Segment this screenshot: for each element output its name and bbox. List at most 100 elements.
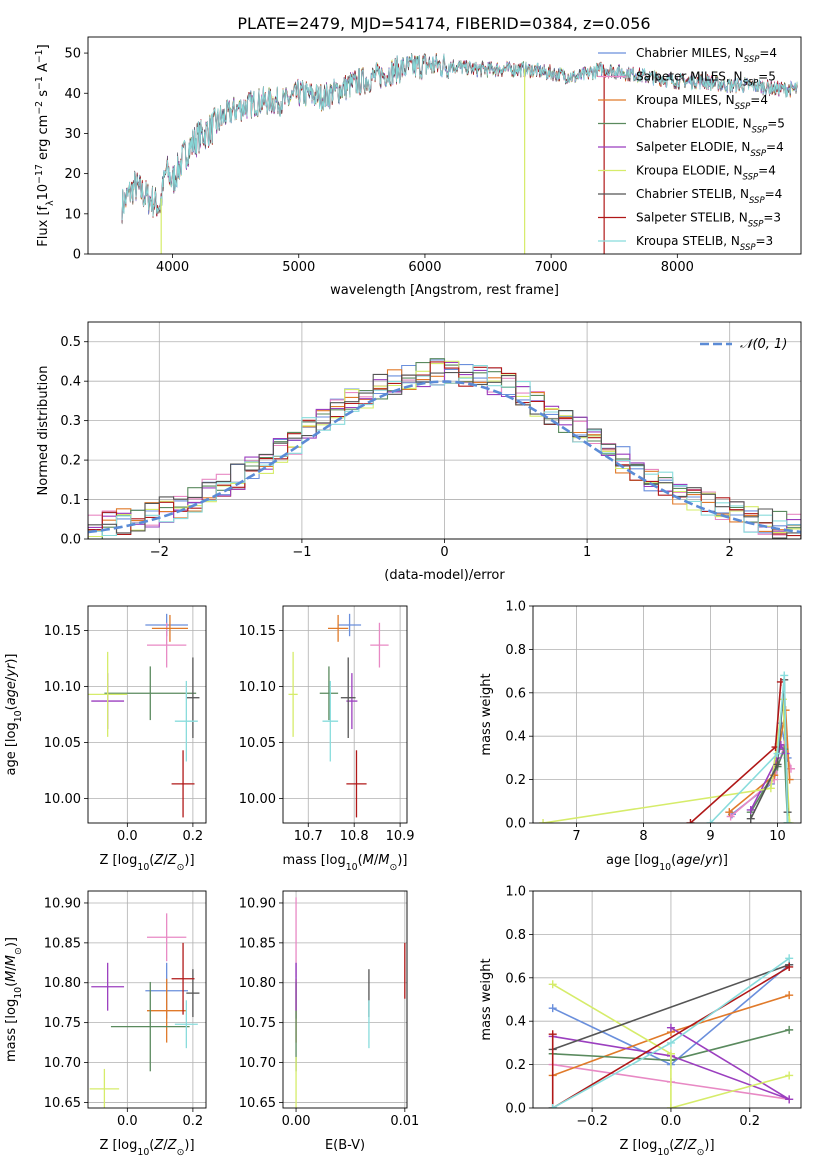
x-tick-label: 0.0 (117, 829, 138, 844)
y-tick-label: 10.15 (239, 624, 276, 639)
x-tick-label: 10.7 (294, 829, 323, 844)
spectrum-line-kroupa_stelib (121, 53, 798, 221)
y-tick-label: 0.6 (505, 971, 526, 986)
point-salpeter_miles (370, 622, 389, 668)
weight-marker-kroupa_stelib (548, 1104, 557, 1108)
weight-marker-salpeter_elodie (746, 805, 755, 814)
y-tick-label: 0.4 (505, 1015, 526, 1030)
y-tick-label: 10 (64, 207, 81, 222)
weight-marker-kroupa_miles (725, 808, 734, 817)
x-axis-label: (data-model)/error (384, 568, 505, 583)
point-salpeter_miles (147, 622, 187, 668)
gaussian-legend-label: 𝒩(0, 1) (740, 337, 787, 352)
panel-mass-vs-ebv: 0.00 0.01 10.65 10.70 10.75 10.80 10.85 10.90 E(… (239, 890, 419, 1153)
x-tick-label: −1 (292, 545, 311, 560)
panel-mass-vs-z: 0.0 0.2 10.65 10.70 10.75 10.80 10.85 10.90 Z [l… (4, 890, 207, 1158)
weight-marker-salpeter_miles (726, 812, 735, 821)
x-tick-label: 8000 (661, 260, 694, 275)
legend-label-kroupa_miles: Kroupa MILES, NSSP=4 (636, 93, 768, 112)
axes-frame (532, 605, 802, 824)
plot-area-weight-vs-age (539, 671, 795, 823)
y-tick-label: 0.3 (60, 414, 81, 429)
y-tick-label: 10.75 (44, 1016, 81, 1031)
y-tick-label: 10.05 (44, 736, 81, 751)
weight-marker-salpeter_elodie (785, 1095, 794, 1104)
y-tick-label: 10.10 (239, 680, 276, 695)
x-axis-label: mass [log10(M/M⊙)] (282, 853, 407, 873)
y-tick-label: 30 (64, 127, 81, 142)
y-tick-label: 10.80 (239, 976, 276, 991)
weight-marker-kroupa_stelib (783, 819, 792, 823)
weight-marker-kroupa_stelib (666, 1038, 675, 1047)
y-tick-label: 10.90 (239, 896, 276, 911)
gaussian-curve (88, 380, 801, 534)
weight-marker-chabrier_miles (548, 1004, 557, 1013)
x-tick-label: 4000 (156, 260, 189, 275)
y-tick-label: 50 (64, 47, 81, 62)
legend-label-salpeter_stelib: Salpeter STELIB, NSSP=3 (636, 211, 781, 230)
x-tick-label: 0.0 (117, 1114, 138, 1129)
weight-line-kroupa_stelib (709, 675, 789, 823)
x-axis-label: Z [log10(Z/Z⊙)] (99, 853, 194, 873)
y-tick-label: 1.0 (505, 600, 526, 615)
y-tick-label: 10.00 (239, 792, 276, 807)
legend-label-kroupa_elodie: Kroupa ELODIE, NSSP=4 (636, 164, 776, 183)
panel-weight-vs-age: 7 8 9 10 0.0 0.2 0.4 0.6 0.8 1.0 age [log10(age/yr… (479, 600, 802, 873)
y-tick-label: 0.2 (505, 773, 526, 788)
figure-title: PLATE=2479, MJD=54174, FIBERID=0384, z=0… (237, 14, 650, 33)
weight-marker-kroupa_elodie (666, 1104, 675, 1108)
point-kroupa_stelib (174, 1000, 198, 1049)
y-tick-label: 10.05 (239, 736, 276, 751)
legend-label-chabrier_miles: Chabrier MILES, NSSP=4 (636, 46, 777, 65)
y-tick-label: 0.0 (505, 817, 526, 832)
panel-residuals: −2 −1 0 1 2 0.0 0.1 0.2 0.3 0.4 0.5 𝒩(0, 1) (data-mo… (36, 321, 802, 583)
y-tick-label: 10.85 (239, 936, 276, 951)
plot-area-age-vs-mass (288, 613, 389, 818)
y-tick-label: 0.4 (60, 375, 81, 390)
point-kroupa_elodie (88, 651, 128, 737)
y-axis-label: mass weight (479, 958, 494, 1040)
legend-label-kroupa_stelib: Kroupa STELIB, NSSP=3 (636, 234, 773, 253)
legend: Chabrier MILES, NSSP=4 Salpeter MILES, NS… (598, 46, 785, 253)
x-tick-label: 0 (440, 545, 448, 560)
x-tick-label: 8 (639, 829, 647, 844)
x-tick-label: 9 (706, 829, 714, 844)
axes-frame (282, 890, 408, 1109)
point-salpeter_stelib (346, 750, 367, 818)
point-kroupa_stelib (322, 680, 339, 762)
x-tick-label: 6000 (408, 260, 441, 275)
y-tick-label: 0.2 (60, 454, 81, 469)
x-axis-label: E(B-V) (325, 1138, 365, 1153)
weight-marker-kroupa_stelib (780, 671, 789, 680)
weight-marker-salpeter_stelib (785, 962, 794, 971)
point-kroupa_miles (151, 614, 188, 642)
point-kroupa_miles (147, 978, 187, 1043)
y-tick-label: 10.65 (44, 1096, 81, 1111)
point-chabrier_elodie (104, 666, 197, 721)
weight-marker-chabrier_stelib (746, 814, 755, 823)
panel-spectrum: 4000 5000 6000 7000 8000 0 10 20 30 40 50 wavelengt… (34, 36, 802, 298)
y-tick-label: 0.6 (505, 686, 526, 701)
y-tick-label: 10.85 (44, 936, 81, 951)
y-tick-label: 0.5 (60, 335, 81, 350)
weight-marker-kroupa_elodie (785, 819, 794, 823)
axes-frame (87, 890, 207, 1109)
legend-label-chabrier_elodie: Chabrier ELODIE, NSSP=5 (636, 117, 785, 136)
weight-line-salpeter_elodie (552, 1027, 790, 1101)
x-tick-label: −0.2 (576, 1114, 608, 1129)
legend-label-salpeter_elodie: Salpeter ELODIE, NSSP=4 (636, 140, 784, 159)
x-axis-label: wavelength [Angstrom, rest frame] (330, 283, 559, 298)
panel-age-vs-mass: 10.7 10.8 10.9 10.00 10.05 10.10 10.15 mass [lo… (239, 605, 415, 873)
y-tick-label: 10.00 (44, 792, 81, 807)
weight-marker-salpeter_elodie (666, 1023, 675, 1032)
y-axis-label: Flux [fλ10−17 erg cm−2 s−1 A−1] (34, 44, 56, 246)
weight-marker-kroupa_stelib (706, 819, 715, 823)
point-chabrier_stelib (186, 657, 200, 738)
x-tick-label: 2 (726, 545, 734, 560)
weight-marker-chabrier_stelib (773, 760, 782, 769)
legend-label-chabrier_stelib: Chabrier STELIB, NSSP=4 (636, 187, 782, 206)
y-tick-label: 1.0 (505, 885, 526, 900)
weight-marker-kroupa_elodie (666, 1049, 675, 1058)
axes-frame (87, 36, 802, 255)
x-tick-label: 7 (572, 829, 580, 844)
